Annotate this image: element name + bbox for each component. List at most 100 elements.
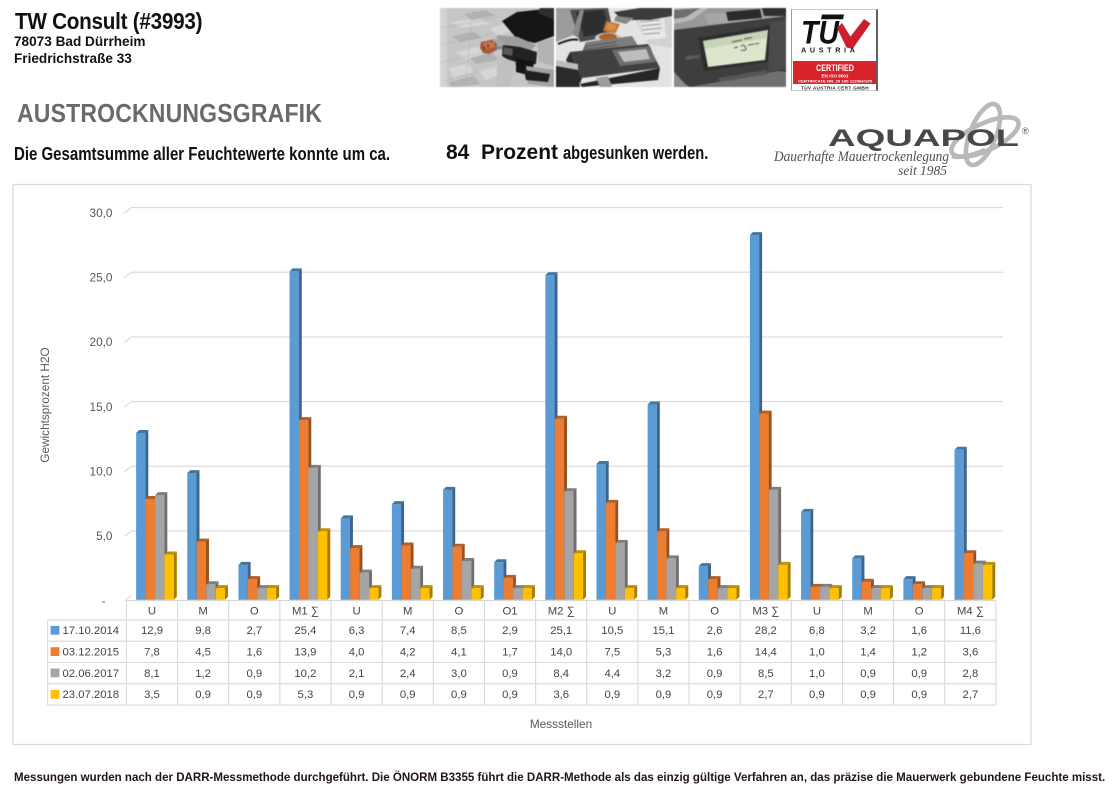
- svg-text:1,4: 1,4: [860, 647, 876, 659]
- svg-text:CERTIFIED: CERTIFIED: [816, 63, 854, 73]
- svg-text:0,9: 0,9: [911, 668, 927, 680]
- svg-text:0,9: 0,9: [349, 689, 365, 701]
- svg-text:25,4: 25,4: [294, 625, 316, 637]
- svg-text:5,0: 5,0: [96, 529, 113, 543]
- svg-text:6,8: 6,8: [809, 625, 825, 637]
- svg-text:Dauerhafte Mauertrockenlegung: Dauerhafte Mauertrockenlegung: [773, 149, 949, 165]
- svg-text:0,9: 0,9: [860, 668, 876, 680]
- svg-text:3,6: 3,6: [553, 689, 569, 701]
- svg-text:6,3: 6,3: [349, 625, 365, 637]
- svg-text:4,0: 4,0: [349, 647, 365, 659]
- svg-text:12,9: 12,9: [141, 625, 163, 637]
- svg-text:03.12.2015: 03.12.2015: [63, 647, 120, 659]
- svg-text:4,5: 4,5: [195, 647, 211, 659]
- svg-text:0,9: 0,9: [707, 689, 723, 701]
- svg-text:U: U: [353, 606, 361, 618]
- svg-text:10,5: 10,5: [601, 625, 623, 637]
- svg-text:4,4: 4,4: [604, 668, 620, 680]
- svg-text:17.10.2014: 17.10.2014: [63, 625, 120, 637]
- svg-text:-: -: [102, 594, 106, 608]
- svg-text:EN ISO 9001: EN ISO 9001: [822, 74, 850, 79]
- svg-text:7,4: 7,4: [400, 625, 416, 637]
- svg-text:3,2: 3,2: [860, 625, 876, 637]
- svg-text:15,1: 15,1: [653, 625, 675, 637]
- svg-text:0,9: 0,9: [246, 689, 262, 701]
- svg-text:0,9: 0,9: [246, 668, 262, 680]
- svg-text:2,1: 2,1: [349, 668, 365, 680]
- svg-text:2,9: 2,9: [502, 625, 518, 637]
- svg-text:MENU: MENU: [685, 54, 701, 62]
- svg-text:M: M: [403, 606, 412, 618]
- svg-text:23.07.2018: 23.07.2018: [63, 689, 120, 701]
- svg-text:O: O: [710, 606, 719, 618]
- svg-text:Messstellen: Messstellen: [530, 717, 592, 731]
- svg-text:1,2: 1,2: [911, 647, 927, 659]
- svg-text:13,9: 13,9: [294, 647, 316, 659]
- svg-text:0,9: 0,9: [656, 689, 672, 701]
- svg-text:28,2: 28,2: [755, 625, 777, 637]
- svg-text:1,2: 1,2: [195, 668, 211, 680]
- svg-text:30,0: 30,0: [90, 206, 113, 220]
- svg-text:U: U: [608, 606, 616, 618]
- svg-text:20,0: 20,0: [90, 335, 113, 349]
- svg-text:O: O: [250, 606, 259, 618]
- svg-text:1,6: 1,6: [707, 647, 723, 659]
- svg-text:2,4: 2,4: [400, 668, 416, 680]
- svg-text:O1: O1: [502, 606, 517, 618]
- svg-text:M2 ∑: M2 ∑: [548, 606, 575, 618]
- svg-text:8,4: 8,4: [553, 668, 569, 680]
- svg-text:O: O: [455, 606, 464, 618]
- svg-text:25,0: 25,0: [90, 271, 113, 285]
- svg-text:2,7: 2,7: [246, 625, 262, 637]
- svg-text:25,1: 25,1: [550, 625, 572, 637]
- svg-text:U: U: [813, 606, 821, 618]
- svg-text:M: M: [659, 606, 668, 618]
- svg-text:O: O: [915, 606, 924, 618]
- svg-text:2,7: 2,7: [963, 689, 979, 701]
- svg-text:1,0: 1,0: [809, 668, 825, 680]
- svg-text:0,9: 0,9: [860, 689, 876, 701]
- svg-text:15,0: 15,0: [90, 400, 113, 414]
- svg-text:8,5: 8,5: [758, 668, 774, 680]
- svg-text:8,5: 8,5: [451, 625, 467, 637]
- svg-text:AQUAPOL: AQUAPOL: [828, 125, 1019, 152]
- svg-text:2,6: 2,6: [707, 625, 723, 637]
- svg-text:4,1: 4,1: [451, 647, 467, 659]
- svg-text:®: ®: [1022, 126, 1029, 136]
- svg-text:7,5: 7,5: [604, 647, 620, 659]
- svg-text:0,9: 0,9: [195, 689, 211, 701]
- svg-text:U: U: [148, 606, 156, 618]
- svg-text:5,3: 5,3: [656, 647, 672, 659]
- svg-text:0,9: 0,9: [809, 689, 825, 701]
- svg-text:2,8: 2,8: [963, 668, 979, 680]
- svg-text:0,9: 0,9: [502, 668, 518, 680]
- svg-text:M4 ∑: M4 ∑: [957, 606, 984, 618]
- svg-text:0,9: 0,9: [502, 689, 518, 701]
- svg-text:M1 ∑: M1 ∑: [292, 606, 319, 618]
- svg-text:3,6: 3,6: [963, 647, 979, 659]
- svg-text:seit 1985: seit 1985: [898, 164, 947, 179]
- svg-text:M: M: [863, 606, 872, 618]
- svg-text:M3 ∑: M3 ∑: [752, 606, 779, 618]
- svg-text:0,9: 0,9: [400, 689, 416, 701]
- svg-text:8,1: 8,1: [144, 668, 160, 680]
- svg-text:0,9: 0,9: [911, 689, 927, 701]
- svg-text:TÜV AUSTRIA CERT GMBH: TÜV AUSTRIA CERT GMBH: [801, 84, 869, 90]
- svg-text:4,2: 4,2: [400, 647, 416, 659]
- svg-text:5,3: 5,3: [298, 689, 314, 701]
- svg-text:11,6: 11,6: [960, 625, 981, 637]
- svg-text:1,6: 1,6: [246, 647, 262, 659]
- svg-text:0,9: 0,9: [604, 689, 620, 701]
- svg-text:2,7: 2,7: [758, 689, 774, 701]
- svg-text:0,9: 0,9: [451, 689, 467, 701]
- svg-text:1,7: 1,7: [502, 647, 518, 659]
- svg-text:CERTIFICATE NR. 20 100 112066/: CERTIFICATE NR. 20 100 112066/195: [798, 79, 872, 83]
- svg-text:TU: TU: [801, 15, 840, 51]
- svg-text:M: M: [198, 606, 207, 618]
- svg-text:0,9: 0,9: [707, 668, 723, 680]
- svg-text:10,2: 10,2: [294, 668, 316, 680]
- svg-text:AUSTRIA: AUSTRIA: [801, 46, 858, 55]
- svg-text:10,0: 10,0: [90, 465, 113, 479]
- svg-text:Gewichtsprozent H2O: Gewichtsprozent H2O: [38, 347, 52, 462]
- svg-text:14,4: 14,4: [755, 647, 777, 659]
